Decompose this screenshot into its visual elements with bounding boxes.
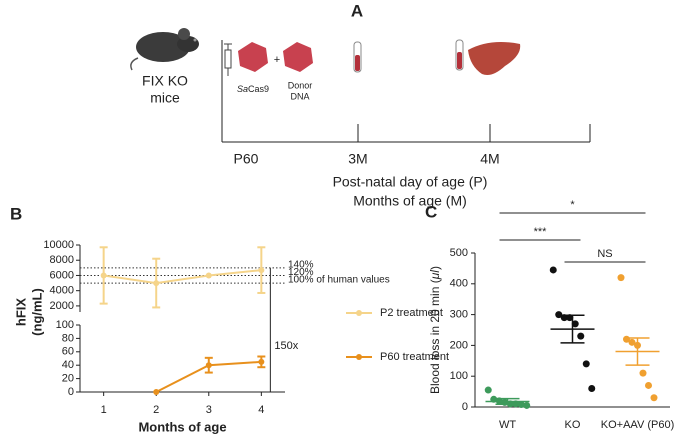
data-point bbox=[205, 362, 212, 369]
data-point bbox=[153, 389, 160, 395]
reference-label: 140% bbox=[288, 259, 314, 270]
y-tick-label: 0 bbox=[68, 386, 74, 398]
x-tick-label: 2 bbox=[153, 404, 159, 416]
timepoint-label: 3M bbox=[348, 151, 367, 167]
virus-icon bbox=[238, 42, 268, 72]
y-tick-label: 500 bbox=[450, 247, 468, 259]
sem-bar bbox=[560, 314, 585, 344]
donor-label: Donor bbox=[288, 80, 313, 90]
sem-bar bbox=[625, 337, 650, 366]
data-point bbox=[549, 266, 557, 274]
mouse-icon bbox=[130, 28, 199, 71]
x-tick-label: KO+AAV (P60) bbox=[601, 419, 674, 431]
data-point bbox=[100, 272, 107, 279]
subject-label: mice bbox=[150, 90, 180, 106]
y-tick-label: 2000 bbox=[50, 300, 74, 312]
plus-sign: + bbox=[274, 54, 280, 66]
y-tick-label: 80 bbox=[62, 332, 74, 344]
data-point bbox=[517, 401, 525, 409]
y-tick-label: 4000 bbox=[50, 285, 74, 297]
liver-icon bbox=[468, 42, 521, 75]
y-tick-label: 100 bbox=[56, 319, 74, 331]
tube-icon bbox=[353, 41, 362, 73]
reference-label: 120% bbox=[288, 267, 314, 278]
timepoint-label: 4M bbox=[480, 151, 499, 167]
data-point bbox=[205, 272, 212, 279]
y-tick-label: 300 bbox=[450, 309, 468, 321]
panel-label: A bbox=[351, 1, 363, 20]
data-point bbox=[523, 401, 531, 409]
y-tick-label: 200 bbox=[450, 339, 468, 351]
data-point bbox=[650, 394, 658, 402]
x-tick-label: 1 bbox=[101, 404, 107, 416]
legend-marker bbox=[356, 354, 362, 360]
y-axis-label: (ng/mL) bbox=[29, 288, 44, 336]
significance-label: NS bbox=[597, 248, 612, 260]
y-tick-label: 100 bbox=[450, 370, 468, 382]
tube-icon bbox=[455, 39, 464, 71]
data-point bbox=[588, 385, 596, 393]
significance-label: *** bbox=[534, 226, 548, 238]
y-tick-label: 0 bbox=[462, 401, 468, 413]
y-axis-label-main: Blood loss in 20 min ( bbox=[428, 279, 442, 394]
data-point bbox=[617, 274, 625, 282]
timepoint-label: P60 bbox=[234, 151, 259, 167]
x-tick-label: WT bbox=[499, 419, 516, 431]
virus-icon bbox=[283, 42, 313, 72]
data-point bbox=[258, 267, 265, 274]
annotation: 150x bbox=[274, 340, 298, 352]
data-point bbox=[577, 332, 585, 340]
donor-label: DNA bbox=[290, 91, 309, 101]
panel-label: C bbox=[425, 202, 437, 221]
legend-text: Months of age (M) bbox=[353, 193, 467, 209]
subject-label: FIX KO bbox=[142, 73, 188, 89]
sem-bar bbox=[495, 397, 520, 405]
data-point bbox=[571, 320, 579, 328]
y-tick-label: 400 bbox=[450, 278, 468, 290]
legend-label: P60 treatment bbox=[380, 351, 449, 363]
data-point bbox=[153, 280, 160, 287]
data-point bbox=[628, 338, 636, 346]
reference-label: 100% of human values bbox=[288, 275, 390, 286]
legend-marker bbox=[356, 310, 362, 316]
syringe-icon bbox=[224, 43, 232, 76]
y-tick-label: 8000 bbox=[50, 254, 74, 266]
x-tick-label: 3 bbox=[206, 404, 212, 416]
data-point bbox=[258, 358, 265, 365]
legend-label: P2 treatment bbox=[380, 307, 443, 319]
y-tick-label: 40 bbox=[62, 359, 74, 371]
cas9-label: SaCas9 bbox=[237, 84, 269, 94]
cas9-rest: Cas9 bbox=[248, 84, 269, 94]
x-axis-label: Months of age bbox=[138, 419, 226, 434]
data-point bbox=[645, 381, 652, 389]
timeline bbox=[221, 40, 591, 143]
legend-text: Post-natal day of age (P) bbox=[333, 174, 488, 190]
y-tick-label: 10000 bbox=[43, 239, 74, 251]
panel-label: B bbox=[10, 204, 22, 223]
data-point bbox=[639, 369, 647, 377]
data-point bbox=[555, 311, 563, 319]
y-tick-label: 20 bbox=[62, 373, 74, 385]
x-tick-label: KO bbox=[565, 419, 581, 431]
y-axis-label: hFIX bbox=[13, 298, 28, 326]
y-axis-label: Blood loss in 20 min (μl) bbox=[428, 266, 442, 394]
significance-label: * bbox=[570, 199, 575, 211]
series-line bbox=[103, 269, 262, 285]
y-tick-label: 60 bbox=[62, 346, 74, 358]
y-axis-label-unit: μl bbox=[428, 270, 442, 281]
y-axis-label-end: ) bbox=[428, 266, 442, 270]
y-tick-label: 6000 bbox=[50, 269, 74, 281]
data-point bbox=[582, 360, 590, 368]
cas9-prefix: Sa bbox=[237, 84, 248, 94]
x-tick-label: 4 bbox=[258, 404, 264, 416]
data-point bbox=[484, 386, 492, 394]
